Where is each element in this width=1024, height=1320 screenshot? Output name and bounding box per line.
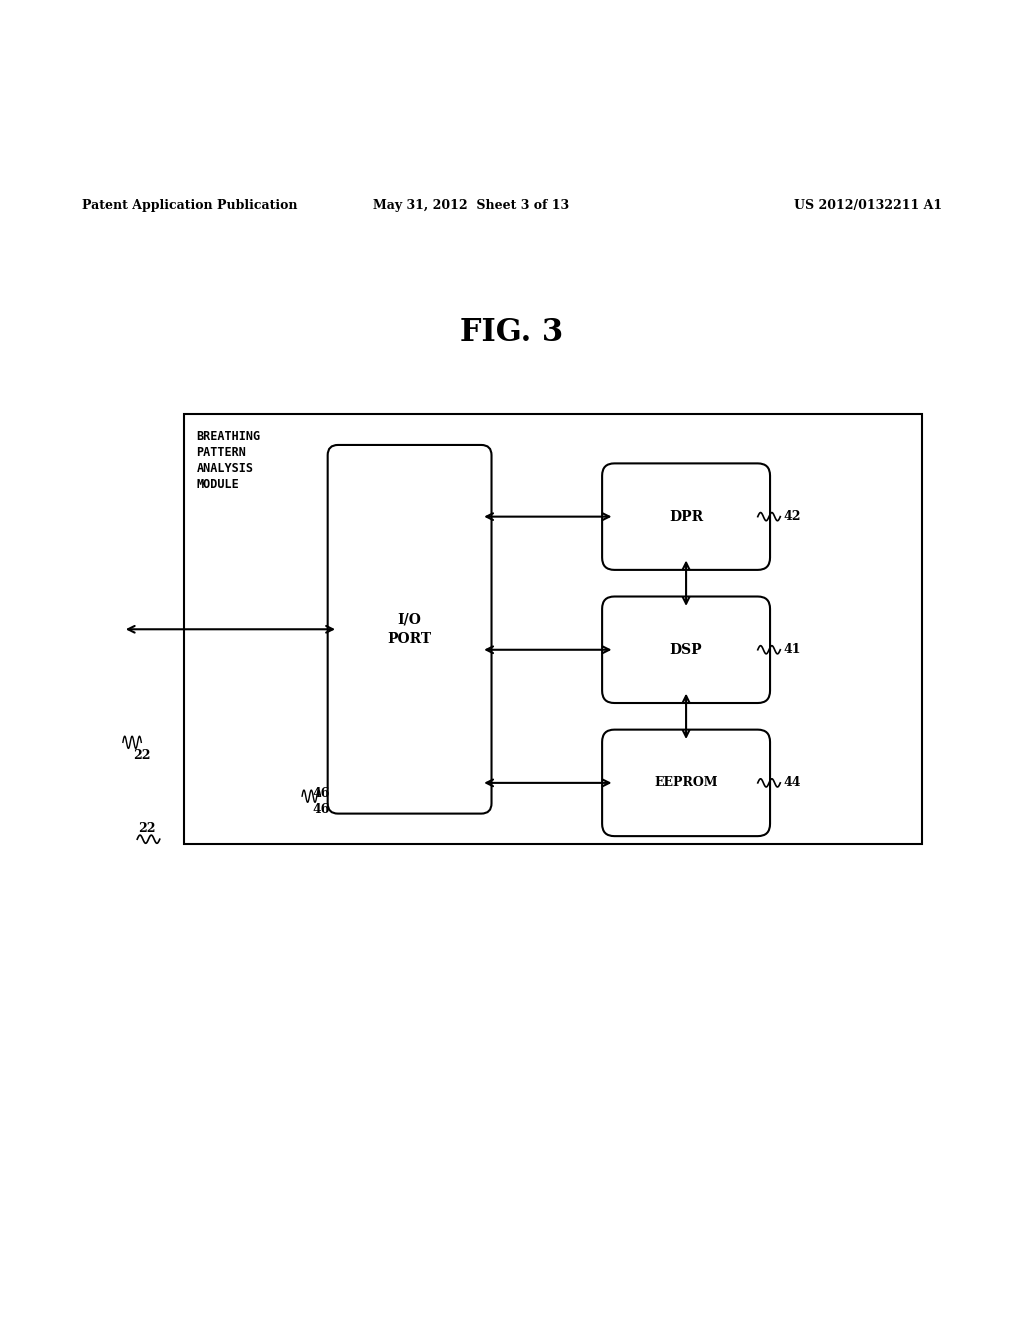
FancyBboxPatch shape xyxy=(184,414,922,845)
Text: FIG. 3: FIG. 3 xyxy=(461,317,563,348)
Text: 22: 22 xyxy=(133,750,151,763)
FancyBboxPatch shape xyxy=(602,730,770,836)
Text: 46: 46 xyxy=(312,804,330,816)
Text: US 2012/0132211 A1: US 2012/0132211 A1 xyxy=(794,199,942,211)
Text: 41: 41 xyxy=(783,643,801,656)
FancyBboxPatch shape xyxy=(328,445,492,813)
Text: I/O
PORT: I/O PORT xyxy=(387,612,432,645)
Text: 46: 46 xyxy=(312,787,330,800)
Text: DSP: DSP xyxy=(670,643,702,657)
Text: BREATHING
PATTERN
ANALYSIS
MODULE: BREATHING PATTERN ANALYSIS MODULE xyxy=(197,429,261,491)
Text: 42: 42 xyxy=(783,510,801,523)
Text: 44: 44 xyxy=(783,776,801,789)
Text: DPR: DPR xyxy=(669,510,703,524)
Text: May 31, 2012  Sheet 3 of 13: May 31, 2012 Sheet 3 of 13 xyxy=(373,199,569,211)
Text: Patent Application Publication: Patent Application Publication xyxy=(82,199,297,211)
Text: EEPROM: EEPROM xyxy=(654,776,718,789)
FancyBboxPatch shape xyxy=(602,597,770,704)
FancyBboxPatch shape xyxy=(602,463,770,570)
Text: 22: 22 xyxy=(138,822,156,836)
